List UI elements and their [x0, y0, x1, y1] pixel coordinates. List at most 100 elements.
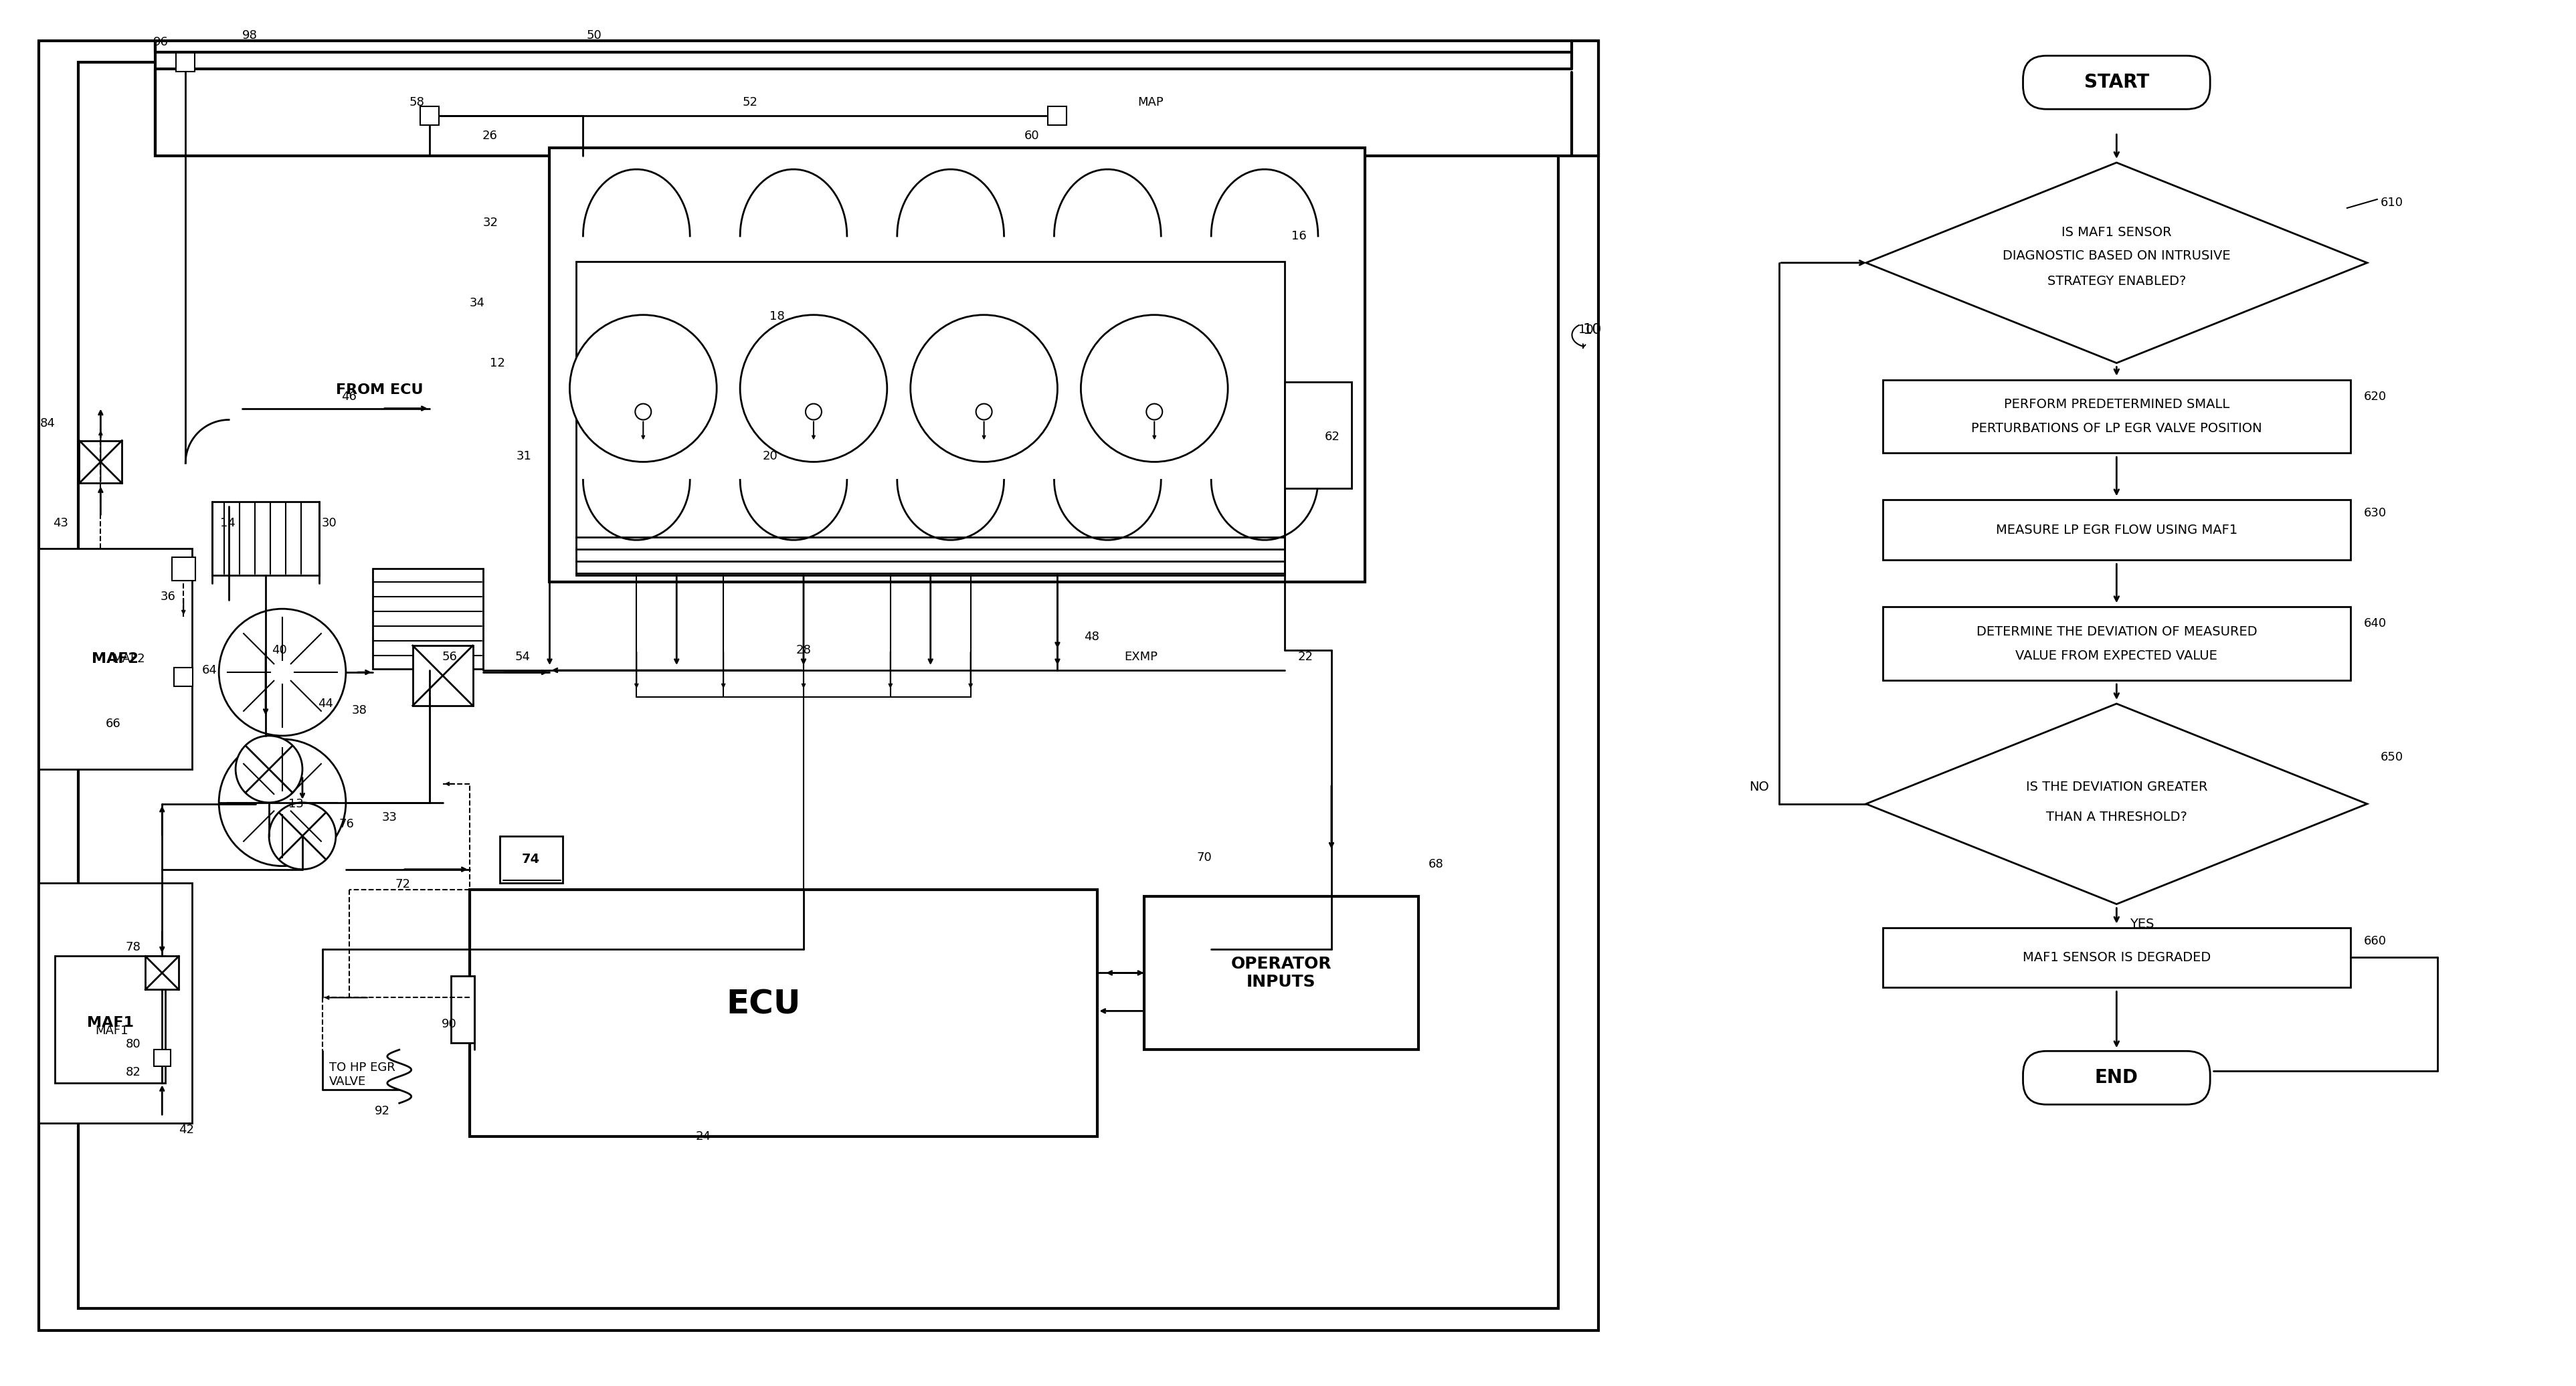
- Bar: [420, 107, 438, 125]
- Text: TO HP EGR
VALVE: TO HP EGR VALVE: [330, 1062, 394, 1088]
- Text: FROM ECU: FROM ECU: [335, 383, 422, 396]
- Bar: [175, 53, 196, 72]
- Text: 34: 34: [469, 297, 484, 309]
- Text: 66: 66: [106, 718, 121, 730]
- Text: 24: 24: [696, 1131, 711, 1142]
- Text: 48: 48: [1084, 631, 1100, 643]
- Bar: [54, 956, 165, 1082]
- Text: VALUE FROM EXPECTED VALUE: VALUE FROM EXPECTED VALUE: [2014, 649, 2218, 663]
- Text: 92: 92: [376, 1105, 392, 1117]
- Circle shape: [219, 739, 345, 866]
- Text: PERTURBATIONS OF LP EGR VALVE POSITION: PERTURBATIONS OF LP EGR VALVE POSITION: [1971, 423, 2262, 435]
- Bar: [1883, 380, 2349, 453]
- Text: 68: 68: [1427, 858, 1443, 870]
- Circle shape: [1146, 403, 1162, 420]
- Circle shape: [739, 315, 886, 462]
- Bar: [1883, 607, 2349, 681]
- Text: 18: 18: [770, 310, 786, 323]
- Bar: [500, 836, 564, 883]
- Text: 42: 42: [178, 1124, 193, 1137]
- Text: START: START: [2084, 73, 2148, 91]
- Bar: [211, 502, 319, 575]
- Text: 660: 660: [2365, 934, 2385, 947]
- Text: PERFORM PREDETERMINED SMALL: PERFORM PREDETERMINED SMALL: [2004, 398, 2228, 410]
- Text: 52: 52: [742, 97, 757, 108]
- Text: MAF1: MAF1: [88, 1016, 134, 1030]
- Text: 62: 62: [1324, 431, 1340, 442]
- Text: 28: 28: [796, 644, 811, 656]
- Text: 620: 620: [2365, 391, 2385, 402]
- Text: MAF2: MAF2: [93, 653, 139, 665]
- Text: 32: 32: [482, 216, 497, 229]
- Text: IS MAF1 SENSOR: IS MAF1 SENSOR: [2061, 226, 2172, 240]
- Text: 56: 56: [440, 651, 456, 663]
- Text: YES: YES: [2130, 918, 2154, 930]
- Bar: [374, 568, 482, 669]
- Text: 31: 31: [515, 450, 531, 463]
- Bar: [144, 956, 178, 990]
- Text: 43: 43: [54, 517, 70, 529]
- Text: MAF2: MAF2: [111, 653, 144, 665]
- Text: 74: 74: [523, 852, 541, 866]
- Text: 76: 76: [340, 818, 355, 830]
- Circle shape: [909, 315, 1059, 462]
- Text: 64: 64: [201, 664, 216, 676]
- Text: 70: 70: [1198, 851, 1213, 863]
- Text: 80: 80: [126, 1038, 142, 1051]
- Text: 20: 20: [762, 450, 778, 463]
- Text: 90: 90: [443, 1019, 456, 1030]
- Circle shape: [976, 403, 992, 420]
- Circle shape: [268, 802, 335, 869]
- Bar: [175, 668, 193, 686]
- Bar: [1883, 927, 2349, 988]
- Bar: [451, 976, 474, 1044]
- Text: 72: 72: [394, 879, 410, 890]
- Text: MAF1: MAF1: [95, 1026, 129, 1037]
- Bar: [577, 262, 1285, 575]
- Text: 33: 33: [381, 811, 397, 823]
- Circle shape: [569, 315, 716, 462]
- Bar: [155, 1049, 170, 1066]
- Polygon shape: [1865, 704, 2367, 904]
- Text: 640: 640: [2365, 618, 2385, 629]
- Bar: [173, 557, 196, 581]
- Text: 12: 12: [489, 358, 505, 369]
- Bar: [469, 890, 1097, 1137]
- Text: THAN A THRESHOLD?: THAN A THRESHOLD?: [2045, 811, 2187, 823]
- Text: 44: 44: [317, 697, 332, 710]
- Text: 84: 84: [39, 417, 54, 430]
- Text: 60: 60: [1025, 130, 1038, 141]
- Circle shape: [636, 403, 652, 420]
- Bar: [80, 62, 1558, 1308]
- Text: NO: NO: [1749, 780, 1770, 794]
- Bar: [39, 549, 193, 769]
- Text: MEASURE LP EGR FLOW USING MAF1: MEASURE LP EGR FLOW USING MAF1: [1996, 524, 2239, 536]
- Bar: [39, 883, 193, 1123]
- FancyBboxPatch shape: [2022, 1051, 2210, 1105]
- Text: 30: 30: [322, 517, 337, 529]
- Text: EXMP: EXMP: [1123, 651, 1157, 663]
- Text: 10: 10: [1582, 323, 1602, 337]
- Text: 630: 630: [2365, 507, 2385, 520]
- Text: 50: 50: [587, 29, 603, 42]
- Text: 36: 36: [160, 590, 175, 603]
- Bar: [80, 441, 121, 484]
- Text: 610: 610: [2380, 197, 2403, 209]
- Text: STRATEGY ENABLED?: STRATEGY ENABLED?: [2048, 276, 2187, 288]
- Text: 98: 98: [242, 29, 258, 42]
- Text: 46: 46: [343, 391, 358, 402]
- Text: DETERMINE THE DEVIATION OF MEASURED: DETERMINE THE DEVIATION OF MEASURED: [1976, 625, 2257, 638]
- Circle shape: [806, 403, 822, 420]
- Bar: [39, 42, 1600, 1331]
- Text: MAF1 SENSOR IS DEGRADED: MAF1 SENSOR IS DEGRADED: [2022, 951, 2210, 963]
- Text: DIAGNOSTIC BASED ON INTRUSIVE: DIAGNOSTIC BASED ON INTRUSIVE: [2002, 249, 2231, 262]
- Bar: [549, 148, 1365, 582]
- Text: MAP: MAP: [1139, 97, 1164, 108]
- Text: 78: 78: [126, 941, 142, 954]
- Text: 22: 22: [1298, 651, 1314, 663]
- Text: 10: 10: [1579, 323, 1595, 335]
- Bar: [155, 42, 1600, 155]
- Text: OPERATOR
INPUTS: OPERATOR INPUTS: [1231, 955, 1332, 990]
- Bar: [1883, 500, 2349, 560]
- Text: 26: 26: [482, 130, 497, 141]
